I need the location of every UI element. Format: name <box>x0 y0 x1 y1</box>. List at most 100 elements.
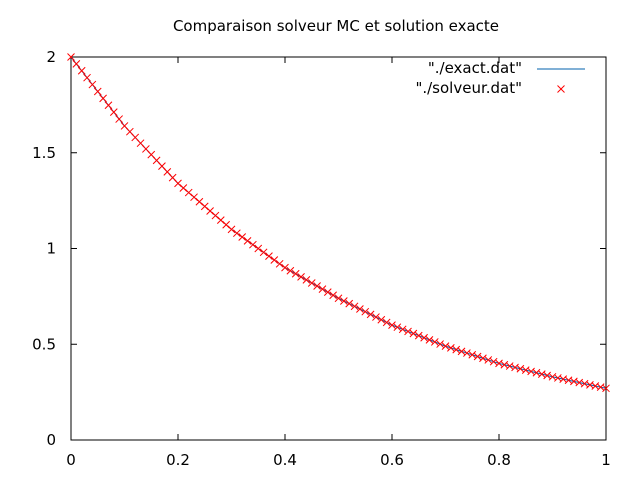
data-point <box>275 259 284 268</box>
data-point <box>302 276 311 284</box>
data-point <box>334 294 343 303</box>
data-point <box>441 342 450 351</box>
x-tick-label: 0 <box>66 451 76 469</box>
data-point <box>521 366 530 374</box>
y-tick-label: 0.5 <box>32 335 56 353</box>
plot-frame <box>70 56 607 441</box>
data-point <box>388 321 396 329</box>
data-point <box>270 256 279 264</box>
data-point <box>414 331 423 340</box>
data-point <box>356 305 364 313</box>
y-tick-label: 1.5 <box>32 144 56 162</box>
data-point <box>281 263 289 272</box>
data-point <box>93 87 102 96</box>
y-tick-label: 1 <box>46 240 56 258</box>
data-point <box>350 302 359 311</box>
data-point <box>361 307 370 316</box>
data-point <box>323 288 332 297</box>
chart-title: Comparaison solveur MC et solution exact… <box>173 17 499 35</box>
data-point <box>67 53 75 61</box>
data-point <box>200 202 209 211</box>
data-point <box>206 207 214 215</box>
data-point <box>259 248 268 257</box>
data-point <box>83 73 91 82</box>
data-point <box>527 367 535 376</box>
data-point <box>313 282 321 290</box>
data-point <box>430 338 439 346</box>
legend-label-exact: "./exact.dat" <box>428 59 522 77</box>
data-point <box>420 333 428 342</box>
data-point <box>425 335 434 344</box>
data-point <box>254 244 263 253</box>
data-point <box>398 325 407 334</box>
data-point <box>505 362 514 370</box>
x-tick-label: 1 <box>601 451 611 469</box>
legend-label-solveur: "./solveur.dat" <box>415 79 522 97</box>
y-tick-label: 2 <box>46 48 56 66</box>
data-point <box>372 313 380 321</box>
data-point <box>227 225 236 234</box>
data-point <box>190 193 198 202</box>
data-point <box>115 115 124 123</box>
data-point <box>446 344 455 352</box>
data-point <box>339 297 348 305</box>
data-point <box>489 357 498 366</box>
data-point <box>463 349 471 357</box>
data-point <box>516 364 525 373</box>
data-point <box>211 211 220 220</box>
data-point <box>404 327 412 336</box>
data-point <box>88 80 97 89</box>
data-point <box>452 345 461 354</box>
data-point <box>109 108 118 117</box>
data-point <box>307 279 316 287</box>
data-point <box>195 197 204 206</box>
data-point <box>473 352 482 361</box>
data-point <box>174 179 182 188</box>
data-point <box>216 216 225 225</box>
data-point <box>511 363 519 372</box>
data-point <box>457 347 466 356</box>
data-point <box>468 350 477 359</box>
data-point <box>602 384 610 393</box>
data-point <box>345 299 354 308</box>
x-tick-label: 0.6 <box>380 451 404 469</box>
data-point <box>99 94 107 103</box>
data-point <box>249 240 257 249</box>
data-point <box>243 236 252 245</box>
x-tick-label: 0.2 <box>166 451 190 469</box>
data-point <box>222 220 231 229</box>
data-point <box>532 368 541 377</box>
data-point <box>238 233 247 241</box>
data-point <box>265 252 273 261</box>
data-point <box>543 371 552 380</box>
data-point <box>479 354 487 363</box>
data-point <box>537 370 546 378</box>
data-point <box>184 188 193 197</box>
data-point <box>232 229 241 238</box>
x-tick-label: 0.4 <box>273 451 297 469</box>
data-point <box>179 184 188 192</box>
y-tick-label: 0 <box>46 431 56 449</box>
data-point <box>77 66 86 75</box>
data-point <box>436 340 445 348</box>
data-point <box>329 291 338 300</box>
legend: "./exact.dat" "./solveur.dat" <box>415 59 585 97</box>
data-point <box>104 101 113 110</box>
data-point <box>377 315 386 324</box>
axis-ticks: 0 0.2 0.4 0.6 0.8 1 0 0.5 1 1.5 2 <box>32 48 611 469</box>
data-point <box>286 266 295 275</box>
data-point <box>72 60 81 68</box>
series-solveur-points <box>67 53 610 393</box>
legend-mark-solveur <box>557 85 565 93</box>
data-point <box>495 359 503 368</box>
x-tick-label: 0.8 <box>487 451 511 469</box>
series-exact-line <box>70 56 607 389</box>
data-point <box>409 329 418 338</box>
data-point <box>500 360 509 369</box>
data-point <box>291 269 300 278</box>
data-point <box>366 310 375 319</box>
data-point <box>484 356 493 364</box>
data-point <box>393 323 402 332</box>
data-point <box>318 285 327 293</box>
